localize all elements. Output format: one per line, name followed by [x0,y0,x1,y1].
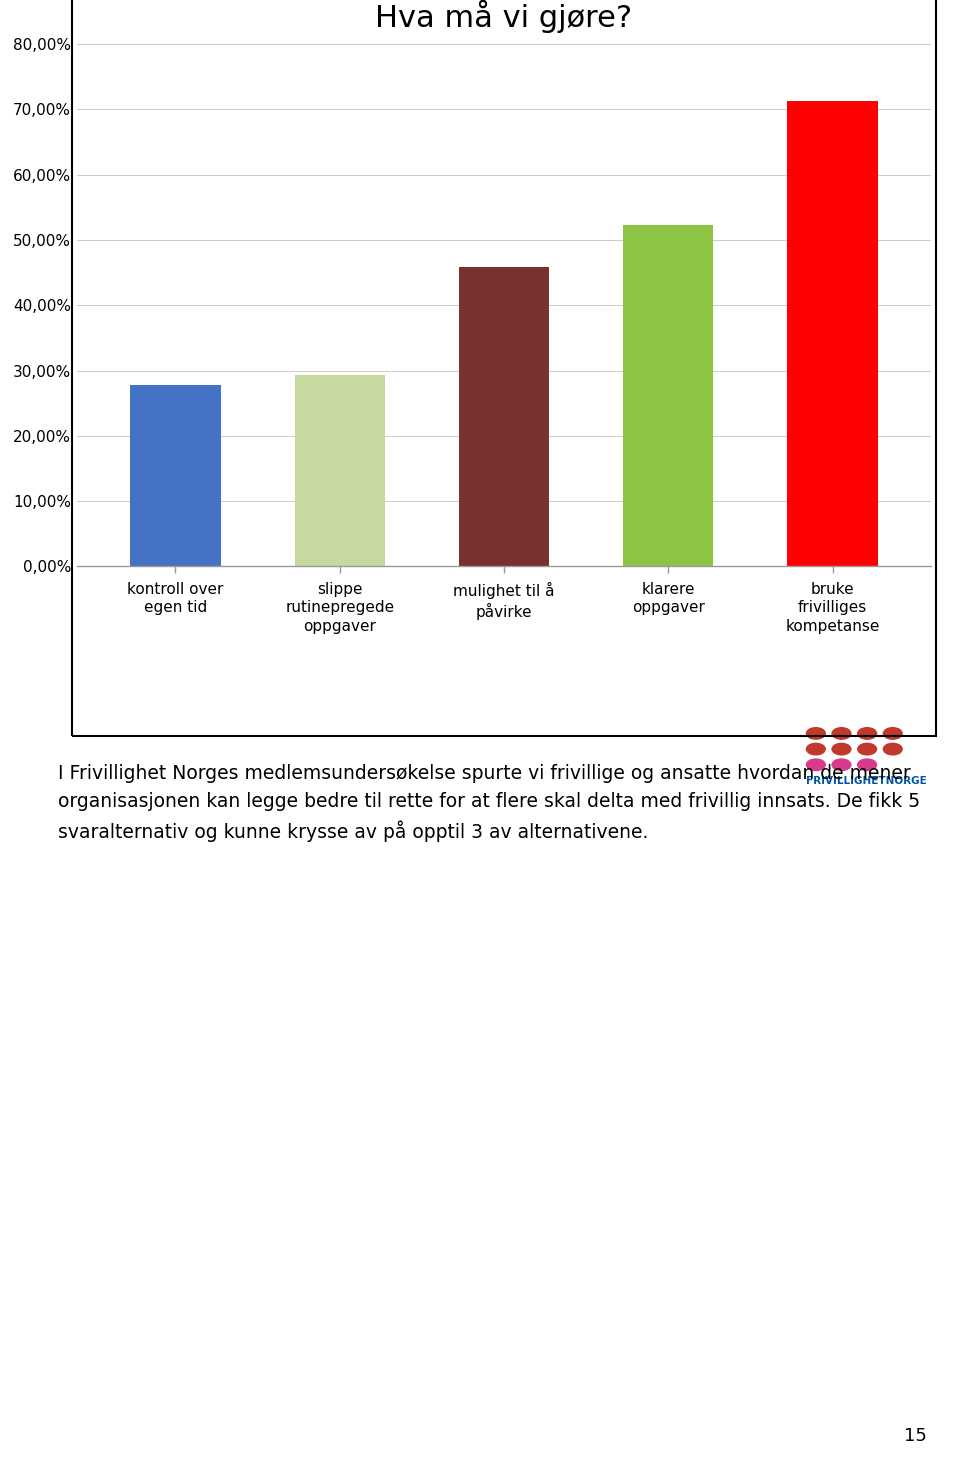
Text: 15: 15 [903,1427,926,1445]
Title: Hva må vi gjøre?: Hva må vi gjøre? [375,0,633,34]
Bar [623,225,713,566]
Bar [787,101,877,566]
Circle shape [806,759,826,771]
Circle shape [857,728,876,740]
Bar [131,385,221,566]
Bar [459,268,549,566]
Circle shape [883,728,902,740]
Circle shape [806,743,826,755]
Bar [295,375,385,566]
Circle shape [806,728,826,740]
Circle shape [832,759,851,771]
Text: I Frivillighet Norges medlemsundersøkelse spurte vi frivillige og ansatte hvorda: I Frivillighet Norges medlemsundersøkels… [58,765,920,841]
Circle shape [857,743,876,755]
Circle shape [832,743,851,755]
Circle shape [883,743,902,755]
Text: FRIVILLIGHETNORGE: FRIVILLIGHETNORGE [806,775,927,786]
Circle shape [832,728,851,740]
Circle shape [857,759,876,771]
